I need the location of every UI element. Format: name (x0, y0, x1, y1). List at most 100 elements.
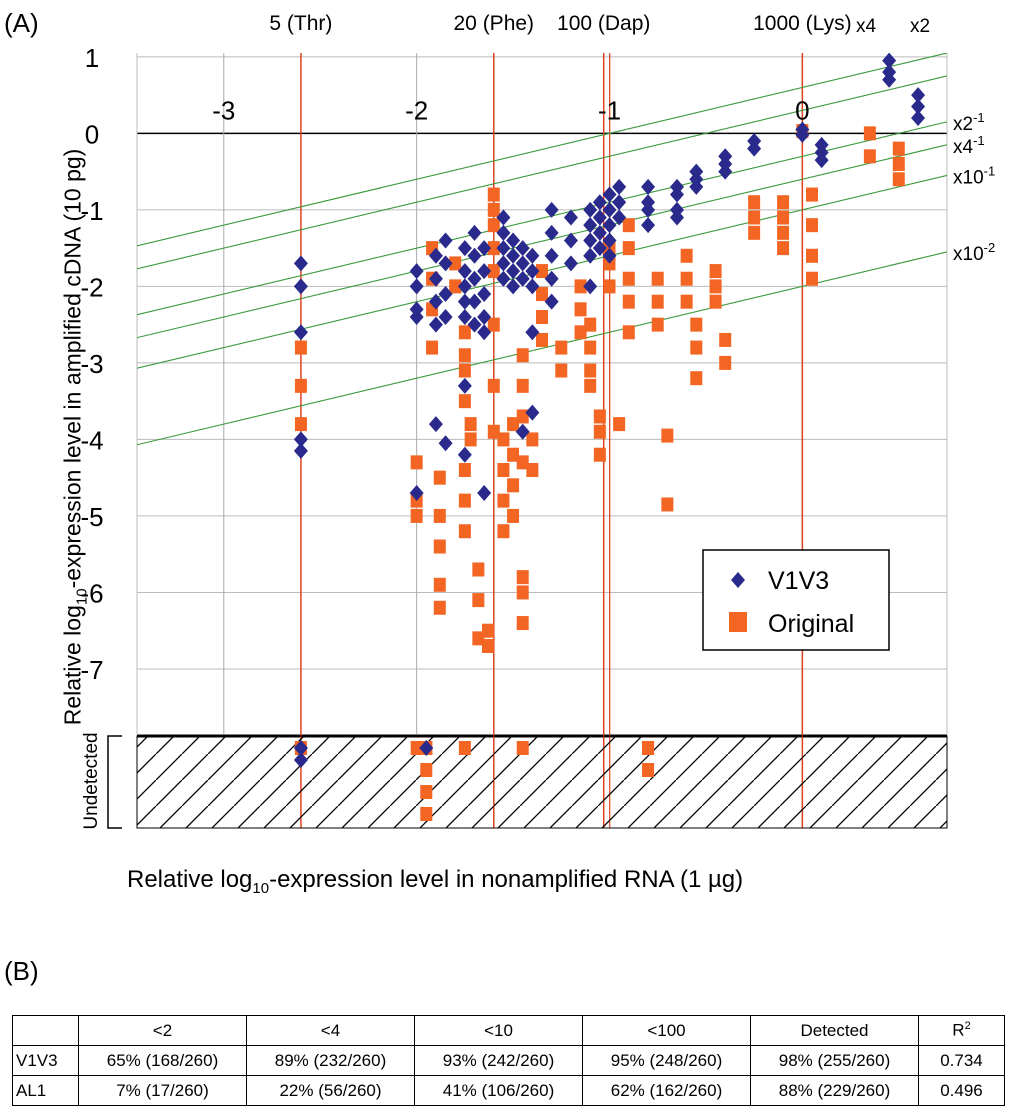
original-point (487, 218, 500, 233)
v1v3-point (409, 308, 424, 325)
v1v3-point (525, 404, 540, 421)
original-point (482, 639, 494, 654)
v1v3-point (515, 255, 530, 272)
x-axis-label: Relative log10-expression level in nonam… (127, 866, 743, 897)
legend-label-v1v3: V1V3 (768, 567, 829, 595)
v1v3-point (428, 247, 443, 264)
v1v3-point (602, 232, 617, 249)
v1v3-point (496, 224, 511, 241)
guide-line-label: x2 (910, 16, 930, 37)
original-point-undetected (642, 741, 655, 755)
v1v3-point (795, 126, 810, 143)
v1v3-point (293, 431, 308, 448)
original-point (584, 378, 597, 393)
original-point (593, 409, 606, 424)
original-point (748, 210, 761, 225)
original-point (516, 570, 529, 585)
original-point (497, 524, 510, 539)
v1v3-point (428, 316, 443, 333)
original-point (507, 417, 520, 432)
original-point (661, 497, 674, 512)
original-point (651, 317, 664, 332)
v1v3-point (496, 209, 511, 226)
original-point (892, 141, 905, 156)
v1v3-point (911, 110, 926, 127)
v1v3-point (438, 308, 453, 325)
v1v3-point-undetected (293, 752, 308, 768)
table-cell: 93% (242/260) (414, 1045, 583, 1076)
table-header-cell: <4 (246, 1015, 415, 1046)
v1v3-point (409, 484, 424, 501)
table-cell: 41% (106/260) (414, 1075, 583, 1106)
v1v3-point (544, 247, 559, 264)
table-cell: 88% (229/260) (750, 1075, 919, 1106)
original-point-undetected (420, 785, 433, 799)
v1v3-point (438, 435, 453, 452)
v1v3-point (911, 87, 926, 104)
guide-line (137, 121, 947, 316)
v1v3-point (477, 240, 492, 257)
v1v3-point (457, 293, 472, 310)
guide-line-label: x10-1 (953, 163, 995, 188)
v1v3-point (641, 201, 656, 218)
y-tick-label: 1 (85, 43, 99, 73)
v1v3-point (496, 240, 511, 257)
v1v3-point (457, 308, 472, 325)
original-point (680, 248, 693, 263)
r2-header-sup: 2 (964, 1020, 971, 1033)
table-row: AL1 7% (17/260) 22% (56/260) 41% (106/26… (12, 1075, 1005, 1106)
v1v3-point (544, 201, 559, 218)
original-point (497, 463, 510, 478)
x-tick-label: -1 (598, 95, 621, 125)
original-point (487, 241, 500, 256)
v1v3-point (467, 293, 482, 310)
v1v3-point (477, 484, 492, 501)
original-point (294, 378, 307, 393)
original-point (458, 325, 471, 340)
guide-line-label: x4 (856, 16, 877, 37)
original-point (507, 447, 520, 462)
v1v3-point (525, 247, 540, 264)
v1v3-point (467, 270, 482, 287)
v1v3-point (428, 270, 443, 287)
v1v3-point (467, 316, 482, 333)
original-point (464, 432, 477, 447)
y-tick-label: -3 (80, 349, 103, 379)
v1v3-point (718, 163, 733, 180)
original-point (458, 463, 471, 478)
original-point (806, 218, 818, 233)
original-point (555, 363, 568, 378)
v1v3-point (428, 293, 443, 310)
guide-label-sup: -1 (984, 163, 996, 178)
table-cell: 89% (232/260) (246, 1045, 415, 1076)
table-header-cell: <100 (582, 1015, 751, 1046)
v1v3-point (506, 278, 521, 295)
v1v3-point (409, 278, 424, 295)
original-point (806, 271, 818, 286)
original-point-undetected (516, 741, 529, 755)
x-tick-label: -2 (405, 95, 428, 125)
original-point (719, 355, 732, 370)
v1v3-point (515, 240, 530, 257)
guide-line-label: x4-1 (953, 133, 985, 158)
v1v3-point (544, 293, 559, 310)
y-tick-label: -7 (80, 655, 103, 685)
original-point (487, 424, 500, 439)
guide-line (137, 75, 947, 270)
table-header-cell (12, 1015, 79, 1046)
v1v3-point (602, 186, 617, 203)
original-point-undetected (410, 741, 423, 755)
table-cell: 95% (248/260) (582, 1045, 751, 1076)
original-point (516, 378, 529, 393)
original-point (433, 508, 446, 523)
original-point-undetected (420, 763, 433, 777)
original-point (294, 340, 307, 355)
original-point (748, 195, 761, 210)
y-tick-label: -4 (80, 425, 103, 455)
v1v3-point (563, 209, 578, 226)
guide-label-sup: -2 (984, 240, 996, 255)
original-point (410, 508, 423, 523)
original-point (584, 317, 597, 332)
undetected-label: Undetected (81, 732, 102, 830)
v1v3-point (563, 232, 578, 249)
